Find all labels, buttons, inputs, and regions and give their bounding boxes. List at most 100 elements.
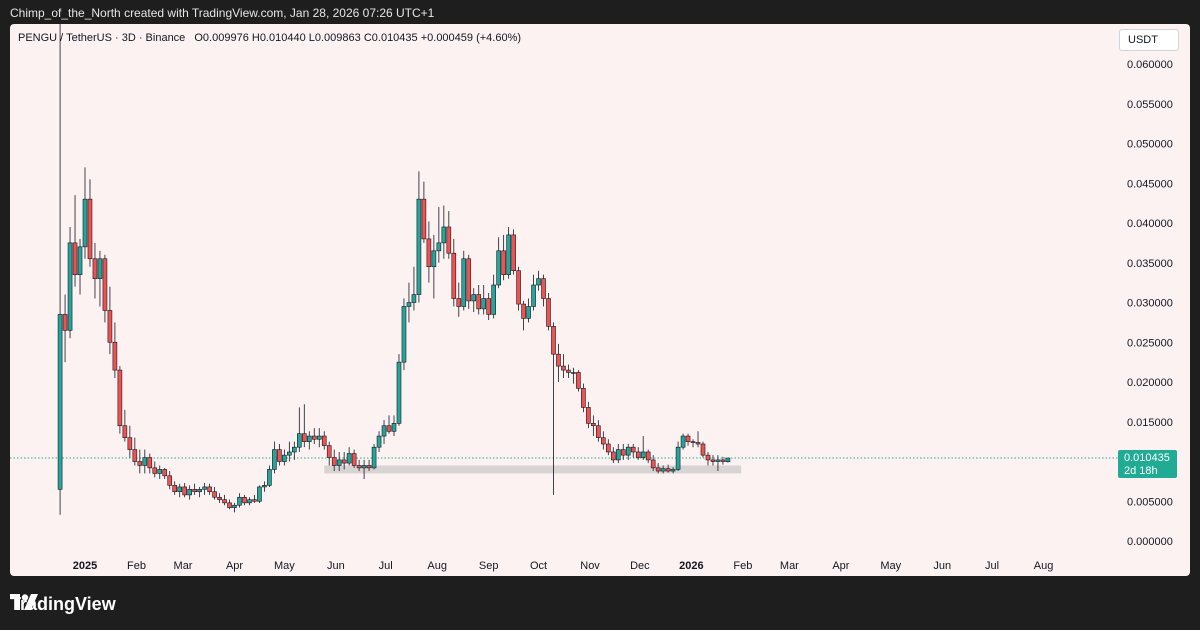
candle-body xyxy=(122,425,128,438)
candle-body xyxy=(277,449,282,462)
candle xyxy=(391,415,397,437)
candle-body xyxy=(282,454,287,462)
candle xyxy=(461,250,467,311)
candle xyxy=(57,24,63,515)
candle xyxy=(147,453,153,474)
candle xyxy=(237,493,242,508)
symbol-legend: PENGU / TetherUS · 3D · Binance O0.00997… xyxy=(18,32,521,44)
candle xyxy=(67,226,73,339)
x-tick-label: Aug xyxy=(427,560,447,572)
candle xyxy=(321,431,327,450)
candle-body xyxy=(137,461,143,466)
candle xyxy=(466,254,472,309)
candle xyxy=(615,444,621,464)
candlestick-chart[interactable]: 0.060000 0.055000 0.050000 0.045000 0.040000… xyxy=(10,24,1190,576)
candle-body xyxy=(192,489,197,493)
candle-body xyxy=(272,449,277,470)
candle xyxy=(556,343,561,382)
candle xyxy=(640,436,646,460)
candle-body xyxy=(217,496,222,500)
candle-body xyxy=(172,485,178,493)
x-tick-label: Nov xyxy=(580,560,600,572)
candle xyxy=(446,211,452,259)
candle xyxy=(257,485,262,503)
candle xyxy=(401,298,407,371)
currency-button[interactable]: USDT xyxy=(1119,29,1179,51)
x-tick-label: May xyxy=(274,560,295,572)
x-tick-label: Feb xyxy=(733,560,752,572)
candle xyxy=(571,367,576,384)
candle-body xyxy=(531,284,536,307)
candle-body xyxy=(526,306,531,319)
candle-body xyxy=(321,435,327,446)
chart-frame[interactable]: 0.060000 0.055000 0.050000 0.045000 0.040000… xyxy=(10,24,1190,576)
x-tick-label: Apr xyxy=(226,560,243,572)
candle xyxy=(311,428,317,445)
candle xyxy=(541,274,546,307)
candle xyxy=(416,171,422,303)
candle-body xyxy=(92,258,98,279)
y-tick-label: 0.025000 xyxy=(1127,337,1173,349)
candle xyxy=(635,447,641,460)
candle-body xyxy=(72,242,78,275)
candle xyxy=(376,431,382,452)
candle xyxy=(441,205,447,259)
tradingview-brand[interactable]: TradingView xyxy=(10,594,116,615)
brand-name: TradingView xyxy=(10,594,116,614)
symbol-label[interactable]: PENGU / TetherUS · 3D · Binance xyxy=(18,32,186,44)
candle xyxy=(386,415,392,434)
y-tick-label: 0.055000 xyxy=(1127,99,1173,111)
y-tick-label: 0.015000 xyxy=(1127,417,1173,429)
candle xyxy=(576,370,581,392)
candle-body xyxy=(262,485,267,488)
candle-body xyxy=(242,496,247,504)
candle-body xyxy=(506,234,511,275)
candle-body xyxy=(640,451,646,458)
candle-body xyxy=(591,423,596,427)
candle-body xyxy=(710,459,716,462)
candle xyxy=(371,444,377,470)
candle-body xyxy=(386,425,392,432)
candle xyxy=(700,441,706,458)
candle xyxy=(292,441,297,460)
candle xyxy=(511,229,516,275)
legend-change: +0.000459 (+4.60%) xyxy=(420,32,522,44)
candle-body xyxy=(67,242,73,331)
candle-body xyxy=(695,442,701,445)
candle xyxy=(272,441,277,474)
candle xyxy=(341,451,347,470)
candle-body xyxy=(551,326,556,355)
candle-body xyxy=(202,486,207,490)
candle-body xyxy=(157,469,163,474)
candle-body xyxy=(356,465,362,469)
candle-body xyxy=(142,457,148,466)
candle-body xyxy=(546,298,551,327)
y-tick-label: 0.035000 xyxy=(1127,258,1173,270)
y-tick-label: 0.020000 xyxy=(1127,377,1173,389)
candle xyxy=(526,298,531,323)
candle-body xyxy=(247,499,252,504)
candle-body xyxy=(421,198,427,240)
candle-body xyxy=(436,242,442,252)
candle xyxy=(456,282,462,317)
candle-body xyxy=(471,294,477,302)
candle xyxy=(142,449,148,474)
candle xyxy=(247,497,252,506)
x-tick-label: Aug xyxy=(1034,560,1054,572)
candle-body xyxy=(292,446,297,453)
candle xyxy=(107,286,113,355)
candle xyxy=(650,455,656,472)
candle xyxy=(591,415,596,437)
legend-open: O0.009976 xyxy=(194,32,249,44)
candle xyxy=(351,449,357,468)
price-tag-value: 0.010435 xyxy=(1124,452,1170,464)
candle-body xyxy=(182,486,187,496)
candle-body xyxy=(596,425,601,438)
candle-body xyxy=(227,502,232,508)
candle xyxy=(62,294,68,363)
candle-body xyxy=(311,435,317,440)
candle xyxy=(720,456,726,465)
candle xyxy=(551,322,556,495)
candle-body xyxy=(267,469,272,486)
candle xyxy=(630,444,636,458)
